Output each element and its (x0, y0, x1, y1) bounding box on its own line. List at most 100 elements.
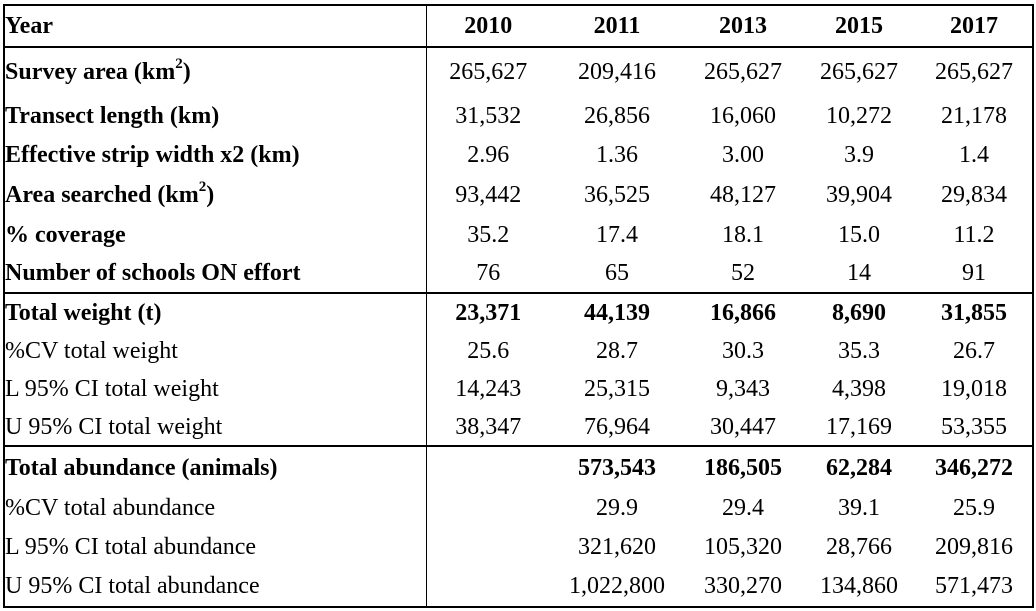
table-cell: 21,178 (941, 102, 1007, 129)
table-cell: 76 (476, 260, 501, 286)
row-label: %CV total weight (4, 333, 427, 370)
table-cell: 23,371 (426, 292, 550, 333)
table-cell: 2.96 (467, 141, 510, 168)
table-row: Number of schools ON effort 76 65 52 14 91 (4, 255, 1033, 293)
table-row: L 95% CI total weight 14,243 25,315 9,343 4,… (4, 370, 1033, 409)
table-row: Effective strip width x2 (km) 2.96 1.36 3.0… (4, 135, 1033, 175)
row-label-text: Total weight (t) (5, 300, 162, 326)
table-cell: 265,627 (449, 59, 528, 85)
table-body: Year 2010 2011 2013 2015 2017 Survey are… (4, 5, 1033, 607)
table-row: Total weight (t) 23,371 44,139 16,866 8,690 3… (4, 292, 1033, 333)
table-cell (426, 528, 550, 567)
table-cell: 93,442 (455, 181, 522, 208)
header-cell-year: 2013 (684, 5, 802, 48)
table-cell: 31,532 (455, 102, 522, 129)
table-cell: 10,272 (826, 102, 892, 129)
table-cell: 25.9 (953, 495, 995, 521)
table-cell: 3.00 (722, 141, 764, 168)
table-cell: 62,284 (802, 445, 916, 489)
table-cell: 346,272 (916, 445, 1033, 489)
table-cell: 134,860 (820, 573, 898, 599)
row-label-text: Total abundance (animals) (5, 454, 278, 481)
row-label-suffix: ) (182, 59, 191, 85)
table-cell: 29,834 (941, 181, 1007, 208)
table-cell: 35.3 (838, 338, 880, 364)
table-cell: 265,627 (820, 59, 898, 85)
header-cell-year: 2010 (426, 5, 550, 48)
table-cell (426, 445, 550, 489)
table-cell: 1.36 (596, 141, 638, 168)
table-cell: 265,627 (704, 59, 782, 85)
row-label: U 95% CI total abundance (4, 567, 427, 607)
table-cell: 39.1 (838, 495, 880, 521)
table-cell: 573,543 (550, 445, 684, 489)
table-cell: 8,690 (802, 292, 916, 333)
table-cell: 36,525 (584, 181, 650, 208)
row-label: %CV total abundance (4, 489, 427, 528)
table-row: % coverage 35.2 17.4 18.1 15.0 11.2 (4, 215, 1033, 255)
header-cell-year: 2017 (916, 5, 1033, 48)
table-cell: 3.9 (844, 141, 874, 168)
header-cell-year: 2015 (802, 5, 916, 48)
table-cell: 209,816 (935, 534, 1013, 560)
superscript: 2 (175, 56, 183, 72)
table-cell: 29.4 (722, 495, 764, 521)
table-cell: 39,904 (826, 181, 892, 208)
table-cell (426, 489, 550, 528)
table-cell: 29.9 (596, 495, 638, 521)
superscript: 2 (198, 178, 207, 195)
row-label: Area searched (km2) (4, 175, 427, 215)
table-cell: 52 (731, 260, 755, 286)
table-cell: 571,473 (935, 573, 1013, 599)
table-cell: 15.0 (838, 221, 880, 248)
table-cell: 186,505 (684, 445, 802, 489)
table-cell: 91 (962, 260, 986, 286)
table-cell: 14 (847, 260, 871, 286)
row-label-text: Survey area (km (5, 59, 176, 85)
survey-table: Year 2010 2011 2013 2015 2017 Survey are… (3, 4, 1034, 608)
table-cell: 16,060 (710, 102, 776, 129)
row-label-suffix: ) (206, 181, 215, 208)
header-cell-year: 2011 (550, 5, 684, 48)
table-row: U 95% CI total weight 38,347 76,964 30,447 1… (4, 409, 1033, 446)
table-cell: 265,627 (935, 59, 1013, 85)
table-row: L 95% CI total abundance 321,620 105,320 28… (4, 528, 1033, 567)
row-label-text: %CV total abundance (5, 495, 216, 521)
table-cell: 28,766 (826, 534, 892, 560)
row-label: Effective strip width x2 (km) (4, 135, 427, 175)
table-cell: 11.2 (953, 221, 995, 248)
row-label-text: L 95% CI total abundance (5, 534, 257, 560)
row-label: Total abundance (animals) (4, 445, 427, 489)
table-cell: 26.7 (953, 338, 995, 364)
table-cell: 209,416 (578, 59, 656, 85)
table-cell: 38,347 (455, 413, 522, 440)
row-label-text: Area searched (km (5, 181, 199, 208)
table-cell: 48,127 (710, 181, 776, 208)
table-cell: 16,866 (684, 292, 802, 333)
row-label: % coverage (4, 215, 427, 255)
table-cell: 105,320 (704, 534, 782, 560)
row-label: Survey area (km2) (4, 47, 427, 97)
row-label-text: % coverage (5, 221, 126, 248)
table-cell: 9,343 (716, 376, 770, 402)
header-cell-label: Year (4, 5, 427, 48)
row-label: Transect length (km) (4, 97, 427, 135)
table-row: %CV total abundance 29.9 29.4 39.1 25.9 (4, 489, 1033, 528)
header-row: Year 2010 2011 2013 2015 2017 (4, 5, 1033, 48)
table-cell: 25,315 (584, 376, 650, 402)
row-label: L 95% CI total weight (4, 370, 427, 409)
row-label-text: Transect length (km) (5, 102, 220, 129)
table-row: Total abundance (animals) 573,543 186,505 6… (4, 445, 1033, 489)
table-cell (426, 567, 550, 607)
row-label-text: L 95% CI total weight (5, 376, 219, 402)
table-cell: 44,139 (550, 292, 684, 333)
table-cell: 65 (605, 260, 629, 286)
row-label-text: U 95% CI total abundance (5, 573, 260, 599)
table-cell: 18.1 (722, 221, 764, 248)
row-label-text: %CV total weight (5, 338, 178, 364)
table-cell: 35.2 (467, 221, 510, 248)
row-label: Number of schools ON effort (4, 255, 427, 293)
row-label-text: Number of schools ON effort (5, 260, 301, 286)
table-row: Survey area (km2) 265,627 209,416 265,627 26… (4, 47, 1033, 97)
table-row: %CV total weight 25.6 28.7 30.3 35.3 26.7 (4, 333, 1033, 370)
